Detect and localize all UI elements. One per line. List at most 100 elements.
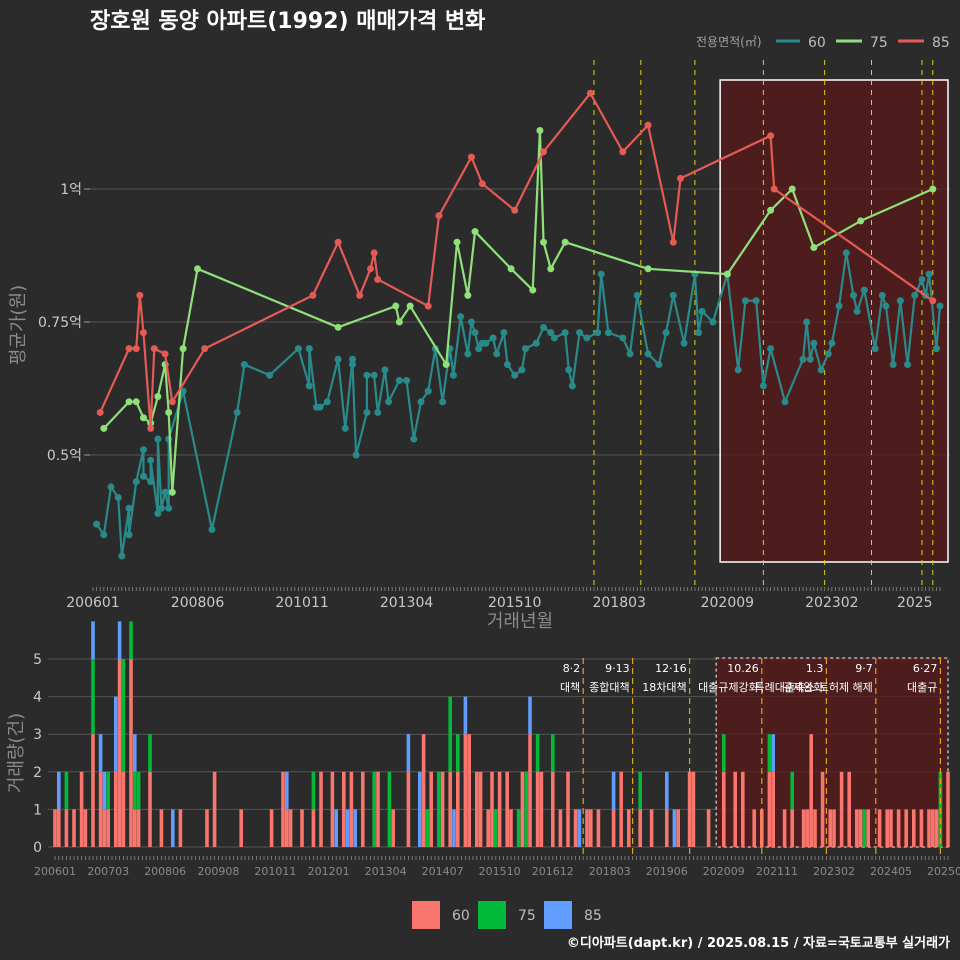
volume-bar-85 — [98, 734, 103, 772]
series-point-60 — [489, 334, 497, 342]
volume-bar-60 — [285, 809, 289, 847]
series-point-75 — [100, 424, 108, 432]
series-point-60 — [457, 313, 465, 321]
volume-bar-60 — [509, 809, 513, 847]
series-point-60 — [493, 350, 501, 358]
series-point-75 — [644, 265, 652, 273]
series-point-60 — [734, 366, 742, 374]
series-point-75 — [154, 392, 162, 400]
policy-annotation-date: 1.3 — [806, 662, 824, 675]
series-point-85 — [334, 238, 342, 246]
volume-x-ticks: 200601 200703 200806 200908 201011 201201 2013… — [34, 856, 960, 878]
volume-bar-60 — [178, 809, 183, 847]
series-point-60 — [107, 483, 115, 491]
volume-bar-85 — [91, 621, 95, 659]
series-point-60 — [349, 355, 357, 363]
series-point-60 — [698, 307, 706, 315]
series-point-60 — [767, 345, 775, 353]
series-point-60 — [424, 387, 432, 395]
series-point-85 — [139, 329, 147, 337]
series-point-85 — [770, 185, 778, 193]
series-point-85 — [125, 345, 133, 353]
series-point-75 — [788, 185, 796, 193]
volume-bar-75 — [121, 659, 126, 772]
volume-bar-75 — [767, 734, 772, 772]
volume-bar-85 — [117, 621, 122, 659]
volume-y-ticks: 0 1 2 3 4 5 — [33, 652, 42, 856]
volume-bar-60 — [596, 809, 601, 847]
volume-bar-60 — [98, 771, 103, 847]
volume-x-tick-label: 202111 — [756, 865, 798, 878]
volume-bar-60 — [133, 809, 137, 847]
series-point-75 — [406, 302, 414, 310]
volume-bar-60 — [440, 771, 445, 847]
volume-bar-60 — [475, 771, 479, 847]
price-highlight-layer — [719, 79, 949, 563]
series-point-60 — [161, 488, 169, 496]
volume-bar-60 — [801, 809, 806, 847]
volume-bar-60 — [767, 771, 772, 847]
volume-bar-60 — [558, 809, 563, 847]
series-point-60 — [475, 345, 483, 353]
volume-bar-85 — [114, 696, 118, 772]
volume-bar-75 — [425, 809, 430, 847]
volume-bar-60 — [342, 771, 346, 847]
volume-bar-75 — [136, 771, 141, 810]
series-point-60 — [824, 350, 832, 358]
volume-bar-75 — [456, 734, 460, 772]
series-point-60 — [157, 504, 165, 512]
series-point-60 — [114, 494, 122, 502]
volume-bar-60 — [429, 771, 433, 847]
series-point-60 — [417, 398, 425, 406]
volume-bar-85 — [463, 696, 468, 735]
volume-bar-60 — [771, 771, 775, 847]
volume-bar-60 — [391, 809, 395, 847]
series-point-75 — [168, 488, 176, 496]
series-point-60 — [911, 291, 919, 299]
volume-bar-60 — [448, 771, 452, 847]
volume-x-tick-label: 201201 — [308, 865, 350, 878]
volume-bar-75 — [91, 659, 95, 735]
series-point-60 — [532, 339, 540, 347]
series-point-60 — [565, 366, 573, 374]
policy-annotation-date: 9·7 — [855, 662, 873, 675]
volume-x-tick-label: 202009 — [703, 865, 745, 878]
volume-bar-75 — [516, 809, 521, 847]
series-point-85 — [929, 297, 937, 305]
series-point-85 — [132, 345, 140, 353]
series-point-85 — [367, 265, 375, 273]
volume-bar-60 — [520, 771, 525, 847]
series-point-60 — [626, 350, 634, 358]
series-point-60 — [781, 398, 789, 406]
series-point-85 — [96, 408, 104, 416]
series-point-60 — [467, 318, 475, 326]
series-point-75 — [442, 361, 450, 369]
volume-bar-75 — [862, 809, 867, 847]
series-point-60 — [932, 345, 940, 353]
price-x-tick-label: 202009 — [701, 595, 754, 611]
series-point-85 — [435, 212, 443, 220]
series-point-60 — [125, 504, 133, 512]
series-point-75 — [464, 291, 472, 299]
series-point-60 — [871, 345, 879, 353]
policy-annotation-text: 대책 — [560, 681, 580, 694]
volume-bar-85 — [133, 734, 137, 772]
volume-y-tick-label: 5 — [33, 652, 42, 668]
series-point-60 — [503, 361, 511, 369]
series-point-60 — [154, 510, 162, 518]
series-point-60 — [403, 377, 411, 385]
series-point-75 — [395, 318, 403, 326]
volume-bar-60 — [376, 771, 380, 847]
series-point-60 — [695, 329, 703, 337]
legend-title: 전용면적(㎡) — [696, 35, 762, 49]
volume-bar-85 — [418, 771, 422, 847]
volume-bar-60 — [805, 809, 810, 847]
volume-bar-75 — [551, 734, 555, 772]
volume-bar-60 — [790, 809, 794, 847]
policy-annotation-text: 대출규제강화 — [698, 681, 759, 694]
volume-bar-60 — [349, 771, 354, 847]
series-point-60 — [147, 478, 155, 486]
series-point-85 — [478, 180, 486, 188]
volume-bar-85 — [452, 809, 456, 847]
volume-bar-60 — [589, 809, 593, 847]
